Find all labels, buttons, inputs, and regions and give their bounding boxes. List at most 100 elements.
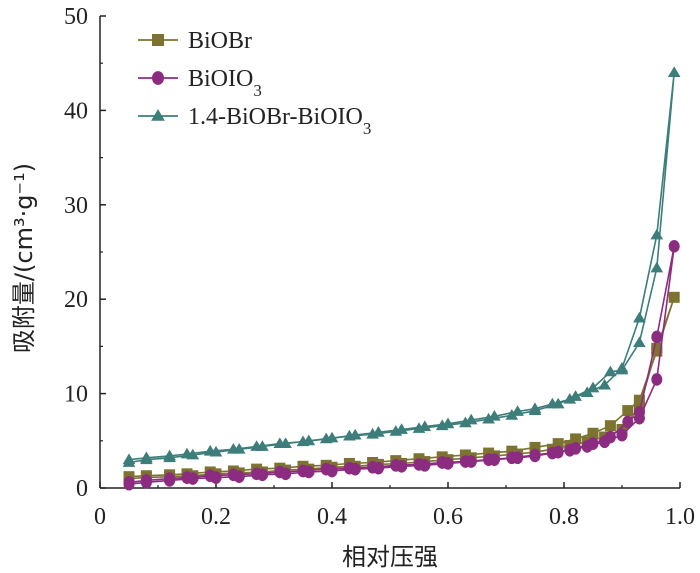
x-tick-label: 0.4 <box>317 504 347 530</box>
legend-label: BiOIO3 <box>188 66 262 100</box>
data-point-circle <box>616 428 628 442</box>
data-point-circle <box>303 465 315 479</box>
data-point-triangle <box>650 228 664 240</box>
x-tick-label: 0 <box>94 504 106 530</box>
data-point-triangle <box>580 386 594 398</box>
x-tick-label: 1.0 <box>665 504 695 530</box>
data-point-circle <box>651 373 663 386</box>
data-point-square <box>506 445 518 457</box>
data-point-triangle <box>667 66 681 78</box>
x-tick-label: 0.6 <box>433 504 463 530</box>
data-point-triangle <box>441 417 455 429</box>
data-point-circle <box>280 467 292 481</box>
data-point-triangle <box>505 409 519 420</box>
axes: 0 0.2 0.4 0.6 0.8 1.0 0 10 20 30 40 50 <box>64 4 695 530</box>
y-tick-label: 40 <box>64 98 88 124</box>
data-point-triangle <box>563 392 577 404</box>
data-point-circle <box>164 474 176 487</box>
data-point-circle <box>581 440 593 453</box>
data-point-circle <box>488 453 500 467</box>
data-point-triangle <box>140 453 153 465</box>
data-point-triangle <box>325 431 339 443</box>
data-point-triangle <box>615 361 629 373</box>
data-point-triangle <box>372 426 385 437</box>
data-point-circle <box>396 459 408 473</box>
data-point-square <box>604 420 616 432</box>
data-point-triangle <box>528 402 542 414</box>
data-point-triangle <box>163 451 176 463</box>
data-point-square <box>459 449 471 461</box>
data-point-circle <box>546 446 558 460</box>
data-point-square <box>152 34 164 46</box>
data-point-square <box>552 438 564 450</box>
data-point-circle <box>564 443 576 457</box>
data-point-square <box>651 342 663 354</box>
legend-label: BiOBr <box>188 28 252 54</box>
data-point-circle <box>233 470 245 483</box>
data-point-triangle <box>232 443 246 454</box>
data-point-circle <box>465 455 477 468</box>
data-point-circle <box>152 71 164 85</box>
data-point-triangle <box>598 378 611 390</box>
data-point-circle <box>349 462 361 476</box>
data-point-circle <box>651 330 663 344</box>
series-line <box>128 72 675 464</box>
data-point-triangle <box>546 397 559 409</box>
data-point-circle <box>633 411 645 425</box>
legend: BiOBr BiOIO3 1.4-BiOBr-BiOIO3 <box>138 28 371 138</box>
data-point-triangle <box>122 456 136 467</box>
data-point-square <box>483 447 495 459</box>
data-point-triangle <box>256 440 269 451</box>
data-point-triangle <box>586 381 600 393</box>
data-point-circle <box>442 457 454 470</box>
data-point-triangle <box>633 336 646 348</box>
series-layer <box>122 66 681 491</box>
legend-item: BiOIO3 <box>138 66 262 100</box>
y-tick-label: 30 <box>64 193 88 219</box>
x-tick-label: 0.2 <box>201 504 231 530</box>
data-point-circle <box>210 471 222 484</box>
data-point-circle <box>419 459 431 472</box>
data-point-triangle <box>279 437 292 449</box>
data-point-square <box>633 394 645 406</box>
data-point-circle <box>123 477 135 491</box>
legend-item: BiOBr <box>138 28 252 54</box>
data-point-square <box>622 405 634 417</box>
data-point-triangle <box>604 365 617 377</box>
data-point-square <box>570 433 582 445</box>
y-tick-label: 50 <box>64 4 88 30</box>
data-point-triangle <box>418 420 432 432</box>
y-tick-label: 10 <box>64 382 88 408</box>
data-point-circle <box>529 449 541 463</box>
data-point-triangle <box>459 416 472 428</box>
data-point-triangle <box>464 413 478 425</box>
series-BiOIO3 <box>123 240 680 491</box>
series-1.4-BiOBr-BiOIO3 <box>122 66 681 467</box>
data-point-circle <box>372 461 384 475</box>
data-point-triangle <box>395 423 408 434</box>
x-axis-title: 相对压强 <box>342 543 438 571</box>
data-point-triangle <box>302 434 316 446</box>
data-point-triangle <box>186 448 200 460</box>
data-point-square <box>587 427 599 439</box>
data-point-triangle <box>348 428 362 440</box>
data-point-circle <box>140 476 152 489</box>
data-point-circle <box>668 240 680 253</box>
data-point-triangle <box>511 405 524 416</box>
data-point-triangle <box>633 311 646 323</box>
legend-item: 1.4-BiOBr-BiOIO3 <box>138 104 371 138</box>
y-tick-label: 0 <box>76 476 88 502</box>
x-tick-label: 0.8 <box>549 504 579 530</box>
data-point-circle <box>512 451 524 465</box>
y-axis-title: 吸附量/(cm³·g⁻¹) <box>10 163 38 353</box>
data-point-circle <box>622 415 634 429</box>
data-point-circle <box>187 472 199 485</box>
legend-label: 1.4-BiOBr-BiOIO3 <box>188 104 371 138</box>
data-point-triangle <box>482 412 495 424</box>
data-point-triangle <box>488 409 501 421</box>
data-point-triangle <box>151 109 165 121</box>
data-point-circle <box>326 464 338 478</box>
y-tick-label: 20 <box>64 287 88 313</box>
data-point-circle <box>256 468 268 482</box>
